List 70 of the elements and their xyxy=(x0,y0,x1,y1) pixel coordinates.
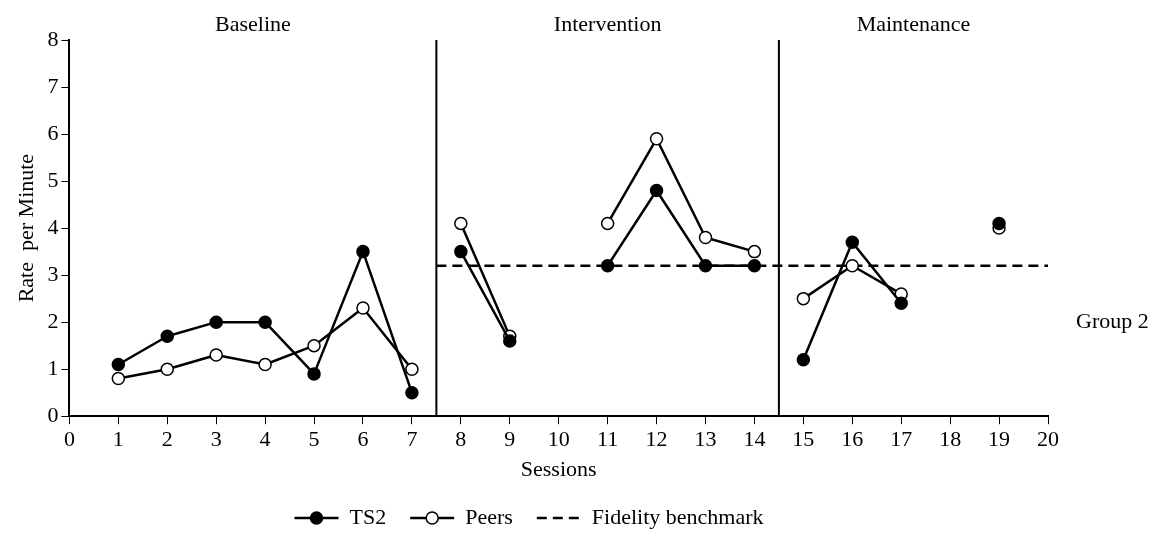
point xyxy=(454,244,468,259)
text: Intervention xyxy=(553,10,662,36)
x-tick-label: 2 xyxy=(161,426,173,452)
x-tick-label: 8 xyxy=(455,426,467,452)
point xyxy=(698,230,713,245)
point xyxy=(845,235,860,249)
x-tick-label: 9 xyxy=(504,426,516,452)
point xyxy=(209,315,223,329)
legend-label: Fidelity benchmark xyxy=(591,503,764,529)
y-tick-label: 0 xyxy=(47,401,59,427)
point xyxy=(747,244,762,259)
x-tick-label: 3 xyxy=(210,426,222,452)
point xyxy=(111,371,126,386)
point xyxy=(160,329,175,344)
x-tick-label: 14 xyxy=(743,426,766,452)
point xyxy=(649,183,664,198)
point xyxy=(747,258,762,273)
y-tick-label: 2 xyxy=(47,307,59,333)
y-tick-label: 8 xyxy=(47,25,59,51)
text: Group 2 xyxy=(1076,307,1149,333)
point xyxy=(356,244,370,259)
point xyxy=(845,258,860,273)
x-tick-label: 15 xyxy=(792,426,815,452)
point xyxy=(796,291,811,306)
x-tick-label: 10 xyxy=(547,426,570,452)
y-tick-label: 5 xyxy=(47,166,59,192)
point xyxy=(160,362,175,376)
point xyxy=(649,132,664,146)
x-tick-label: 19 xyxy=(988,426,1011,452)
x-tick-label: 20 xyxy=(1037,426,1059,452)
point xyxy=(454,216,468,231)
point xyxy=(600,258,615,273)
point xyxy=(209,348,223,362)
point xyxy=(894,296,908,311)
point xyxy=(698,258,713,273)
text: Maintenance xyxy=(856,10,971,36)
point xyxy=(503,334,517,348)
point xyxy=(405,385,419,400)
y-tick-label: 6 xyxy=(47,119,59,145)
x-tick-label: 16 xyxy=(841,426,864,452)
x-tick-label: 17 xyxy=(890,426,913,452)
x-tick-label: 12 xyxy=(645,426,668,452)
text: Baseline xyxy=(215,10,291,36)
x-axis-title: Sessions xyxy=(520,455,597,481)
legend-label: TS2 xyxy=(349,503,387,529)
legend-label: Peers xyxy=(465,503,513,529)
x-tick-label: 11 xyxy=(597,426,619,452)
x-tick-label: 7 xyxy=(406,426,418,452)
point xyxy=(307,338,321,353)
x-tick-label: 4 xyxy=(259,426,271,452)
point xyxy=(258,315,272,329)
y-tick-label: 4 xyxy=(47,213,59,239)
y-tick-label: 3 xyxy=(47,260,59,286)
y-tick-label: 7 xyxy=(47,72,59,98)
x-tick-label: 18 xyxy=(939,426,962,452)
point xyxy=(405,362,419,376)
point xyxy=(992,216,1006,231)
x-tick-label: 6 xyxy=(357,426,369,452)
x-tick-label: 1 xyxy=(112,426,124,452)
x-tick-label: 5 xyxy=(308,426,320,452)
y-axis-title: Rate per Minute xyxy=(12,153,38,303)
point xyxy=(796,353,811,367)
x-tick-label: 0 xyxy=(63,426,75,452)
point xyxy=(307,367,321,381)
x-tick-label: 13 xyxy=(694,426,717,452)
y-tick-label: 1 xyxy=(47,354,59,380)
point xyxy=(111,357,126,372)
point xyxy=(258,357,272,372)
point xyxy=(356,301,370,315)
point xyxy=(600,216,615,231)
